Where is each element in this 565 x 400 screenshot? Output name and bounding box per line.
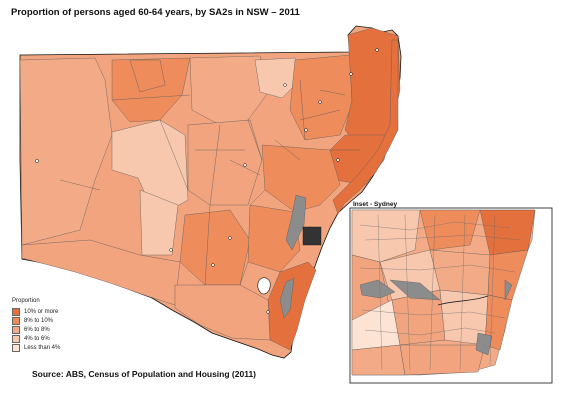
legend-item: 10% or more xyxy=(12,307,60,316)
region-west-light xyxy=(139,189,179,256)
region-new-england xyxy=(289,54,353,141)
legend-item: 8% to 10% xyxy=(12,316,60,325)
map-legend: Proportion 10% or more 8% to 10% 6% to 8… xyxy=(12,298,60,352)
sa2-boundaries xyxy=(59,79,360,286)
sydney-dense-area xyxy=(302,226,322,246)
region-central-west xyxy=(187,119,263,206)
legend-swatch xyxy=(12,307,20,316)
legend-item: Less than 4% xyxy=(12,343,60,352)
inset-suburb-lines xyxy=(359,214,521,371)
inset-title: Inset - Sydney xyxy=(353,201,398,208)
legend-label: Less than 4% xyxy=(24,344,61,351)
coast-ribbon xyxy=(332,39,399,215)
region-far-west xyxy=(19,57,113,246)
region-south-west xyxy=(21,239,181,306)
legend-item: 4% to 6% xyxy=(12,334,60,343)
legend-item: 6% to 8% xyxy=(12,325,60,334)
legend-label: 6% to 8% xyxy=(24,326,50,333)
town-markers xyxy=(35,48,379,314)
legend-label: 8% to 10% xyxy=(24,317,54,324)
region-murray xyxy=(174,284,271,341)
legend-swatch xyxy=(12,325,20,334)
no-data-lake xyxy=(257,277,271,295)
legend-swatch xyxy=(12,334,20,343)
no-data-south xyxy=(279,277,295,319)
legend-swatch xyxy=(12,316,20,325)
region-north-west-border xyxy=(129,59,166,93)
legend-swatch xyxy=(12,343,20,352)
legend-label: 4% to 6% xyxy=(24,335,50,342)
source-note: Source: ABS, Census of Population and Ho… xyxy=(32,369,257,379)
no-data-blue-mountains xyxy=(285,194,307,251)
region-tablelands xyxy=(247,204,301,273)
legend-label: 10% or more xyxy=(24,308,59,315)
region-northern-light xyxy=(254,57,301,99)
inset-sydney-map xyxy=(351,209,536,376)
legend-title: Proportion xyxy=(12,298,40,304)
map-title: Proportion of persons aged 60-64 years, … xyxy=(11,7,300,18)
